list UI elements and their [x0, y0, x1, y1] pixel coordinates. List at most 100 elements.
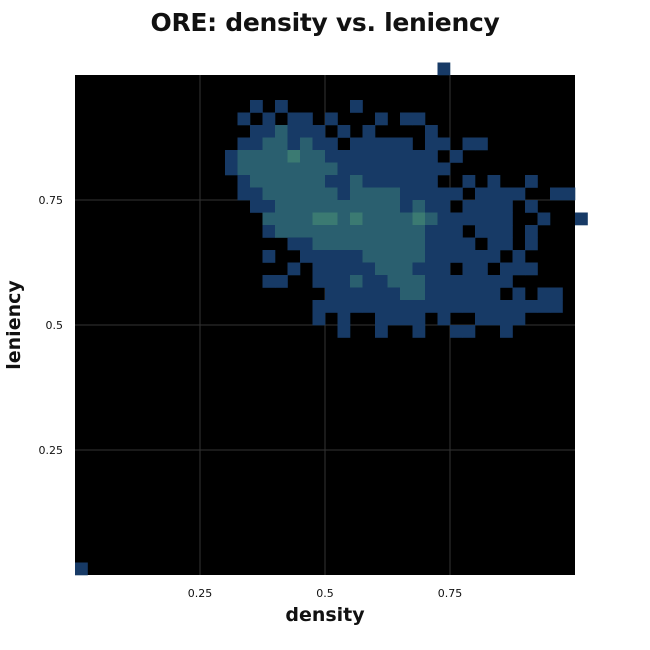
- heatmap-cell: [337, 200, 351, 213]
- heatmap-cell: [362, 150, 376, 163]
- heatmap-cell: [350, 275, 363, 288]
- x-tick-label: 0.25: [188, 587, 213, 600]
- heatmap-cell: [375, 200, 388, 213]
- heatmap-cell: [400, 250, 413, 263]
- heatmap-cell: [300, 175, 313, 188]
- heatmap-cell: [512, 300, 526, 313]
- heatmap-cell: [525, 225, 538, 238]
- heatmap-cell: [375, 150, 388, 163]
- heatmap-cell: [550, 287, 563, 301]
- heatmap-cell: [525, 175, 538, 188]
- heatmap-cell: [262, 150, 276, 163]
- heatmap-cell: [412, 200, 426, 213]
- heatmap-cell: [287, 162, 301, 176]
- heatmap-cell: [450, 237, 463, 251]
- x-tick-labels: 0.25 0.5 0.75: [188, 587, 463, 600]
- heatmap-cell: [387, 200, 401, 213]
- heatmap-cell: [437, 212, 451, 226]
- heatmap-cell: [350, 225, 363, 238]
- y-tick-label: 0.5: [46, 319, 64, 332]
- heatmap-cell: [350, 150, 363, 163]
- heatmap-cell: [425, 175, 438, 188]
- heatmap-cell: [262, 212, 276, 226]
- heatmap-cell: [425, 137, 438, 151]
- heatmap-cell: [262, 250, 276, 263]
- heatmap-cell: [500, 200, 513, 213]
- heatmap-cell: [500, 237, 513, 251]
- heatmap-cell: [400, 212, 413, 226]
- heatmap-cell: [350, 212, 363, 226]
- y-axis-label: leniency: [3, 280, 25, 370]
- heatmap-cell: [387, 137, 401, 151]
- heatmap-cell: [250, 162, 263, 176]
- heatmap-cell: [437, 275, 451, 288]
- heatmap-cell: [475, 287, 488, 301]
- heatmap-cell: [375, 187, 388, 201]
- heatmap-cell: [362, 275, 376, 288]
- heatmap-cell: [375, 137, 388, 151]
- heatmap-cell: [337, 250, 351, 263]
- heatmap-cell: [312, 200, 326, 213]
- heatmap-cell: [450, 212, 463, 226]
- heatmap-cell: [475, 262, 488, 276]
- heatmap-cell: [487, 250, 501, 263]
- heatmap-cell: [437, 312, 451, 326]
- heatmap-cell: [400, 112, 413, 126]
- heatmap-cell: [412, 112, 426, 126]
- heatmap-cell: [375, 237, 388, 251]
- heatmap-cell: [450, 150, 463, 163]
- heatmap-cell: [350, 187, 363, 201]
- heatmap-cell: [300, 125, 313, 138]
- heatmap-cell: [375, 225, 388, 238]
- heatmap-cell: [425, 287, 438, 301]
- heatmap-cell: [375, 287, 388, 301]
- heatmap-cell: [325, 112, 338, 126]
- heatmap-cell: [412, 187, 426, 201]
- heatmap-cell: [375, 162, 388, 176]
- heatmap-cell: [500, 300, 513, 313]
- heatmap-cell: [375, 262, 388, 276]
- heatmap-cell: [362, 237, 376, 251]
- heatmap-cell: [375, 325, 388, 338]
- heatmap-cell: [487, 225, 501, 238]
- heatmap-cell: [537, 212, 551, 226]
- heatmap-cell: [412, 175, 426, 188]
- heatmap-cell: [550, 300, 563, 313]
- heatmap-cell: [487, 275, 501, 288]
- heatmap-cell: [437, 237, 451, 251]
- heatmap-cell: [325, 262, 338, 276]
- heatmap-cell: [387, 175, 401, 188]
- heatmap-cell: [237, 150, 251, 163]
- heatmap-cell: [262, 162, 276, 176]
- heatmap-cell: [287, 200, 301, 213]
- heatmap-cell: [287, 237, 301, 251]
- heatmap-cell: [375, 300, 388, 313]
- heatmap-cell: [250, 200, 263, 213]
- heatmap-cell: [387, 187, 401, 201]
- heatmap-cell: [312, 150, 326, 163]
- heatmap-cell: [350, 287, 363, 301]
- heatmap-cell: [325, 250, 338, 263]
- heatmap-cell: [262, 112, 276, 126]
- heatmap-cell: [412, 225, 426, 238]
- heatmap-cell: [412, 325, 426, 338]
- heatmap-cell: [312, 137, 326, 151]
- heatmap-cell: [450, 187, 463, 201]
- heatmap-cell: [300, 225, 313, 238]
- heatmap-cell: [500, 275, 513, 288]
- heatmap-cell: [362, 225, 376, 238]
- heatmap-cell: [437, 262, 451, 276]
- heatmap-cell: [262, 125, 276, 138]
- heatmap-cell: [475, 137, 488, 151]
- heatmap-cell: [362, 300, 376, 313]
- heatmap-cell: [500, 187, 513, 201]
- heatmap-cell: [462, 262, 476, 276]
- heatmap-cell: [337, 125, 351, 138]
- heatmap-cell: [375, 275, 388, 288]
- heatmap-cell: [437, 250, 451, 263]
- heatmap-cell: [387, 225, 401, 238]
- chart-title: ORE: density vs. leniency: [150, 8, 500, 37]
- heatmap-cell: [437, 287, 451, 301]
- heatmap-cell: [325, 225, 338, 238]
